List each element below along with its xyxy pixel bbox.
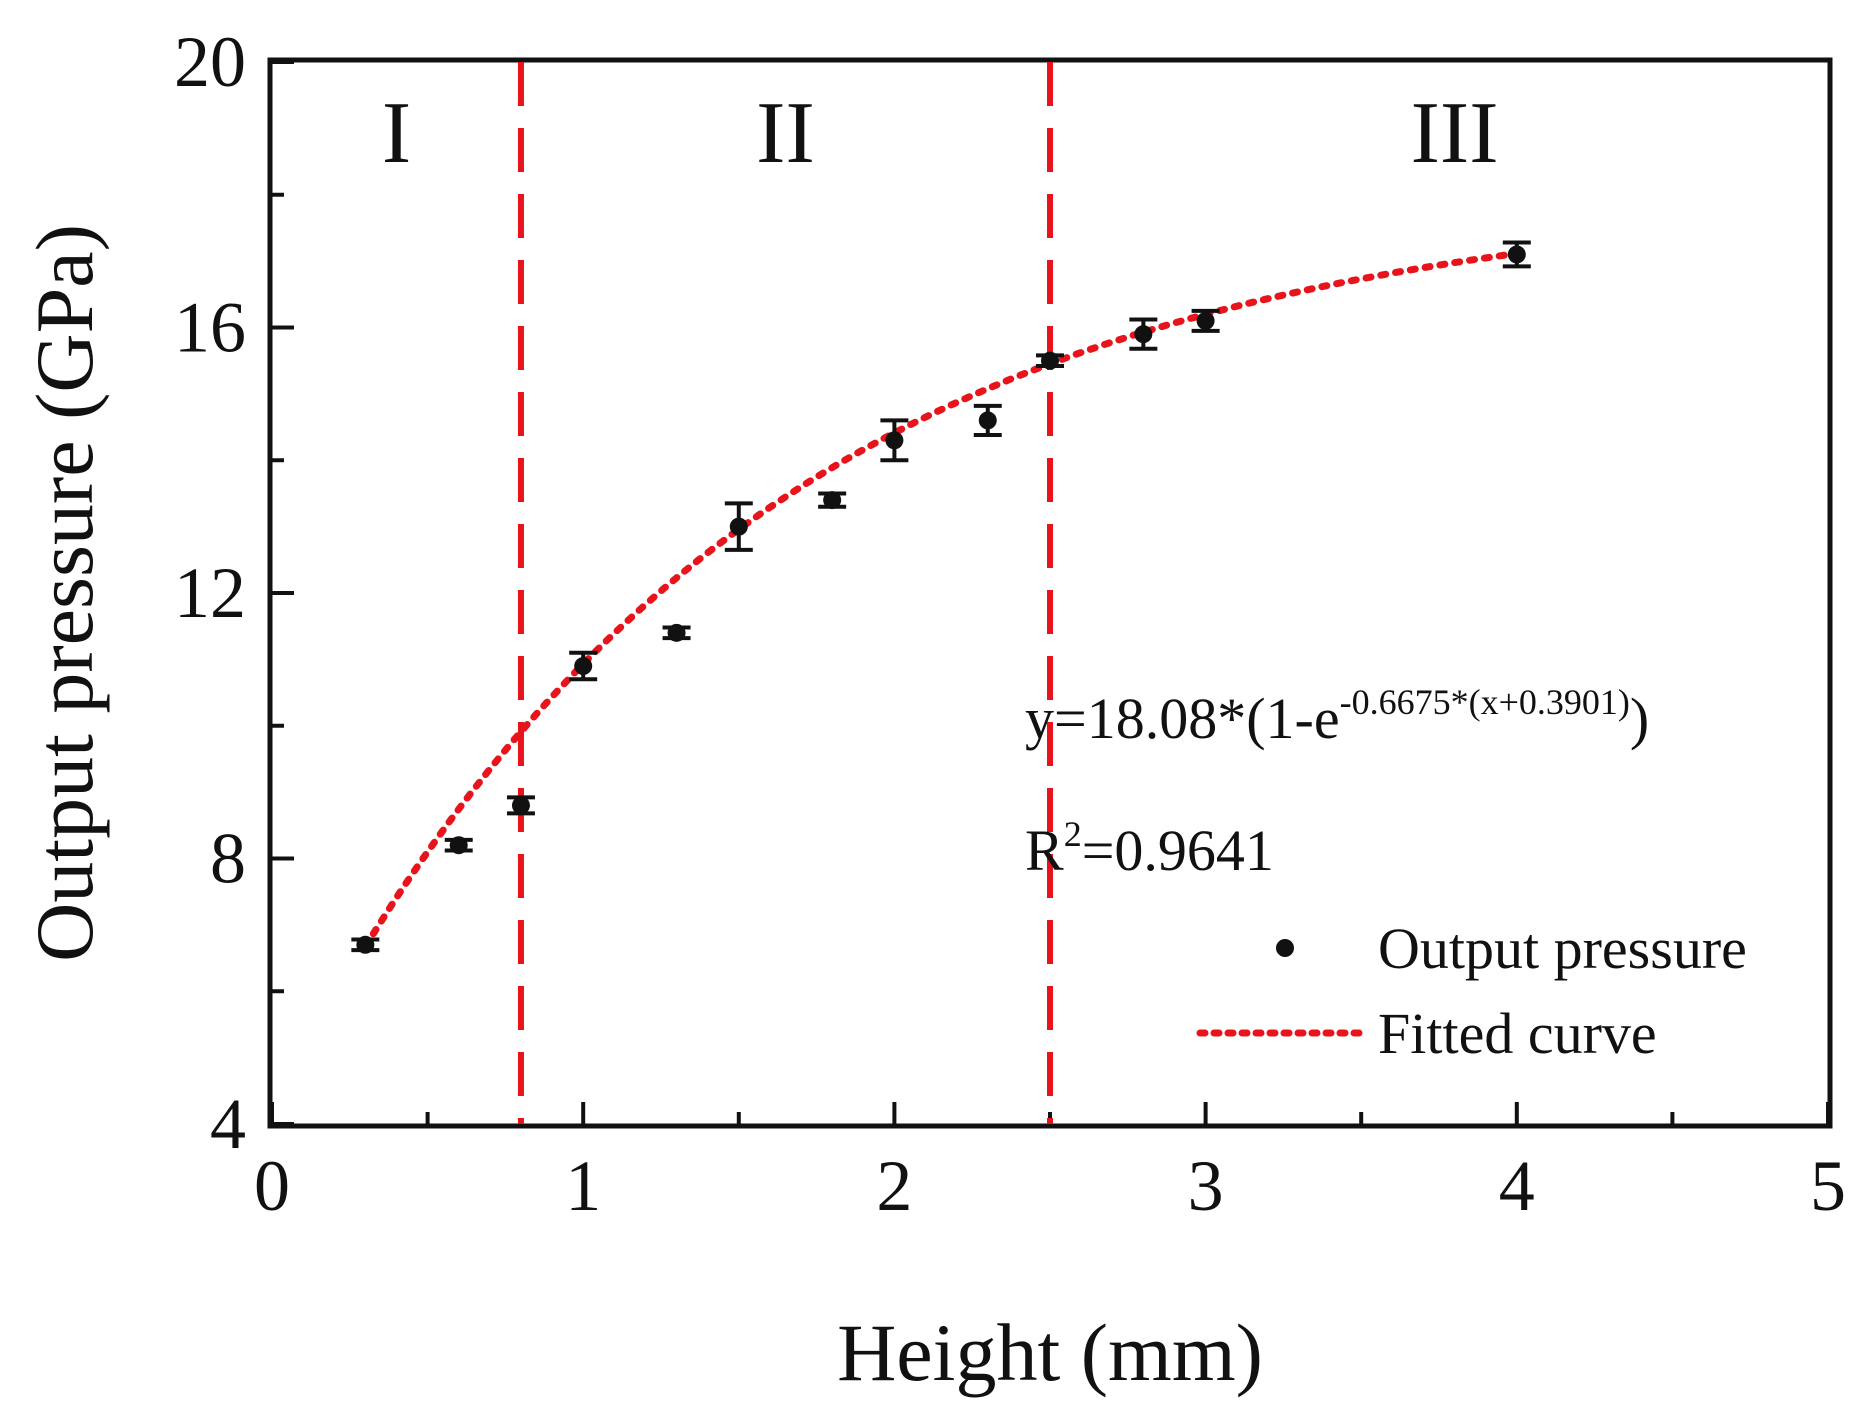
- data-point: [818, 491, 847, 510]
- y-axis-label: Output pressure (GPa): [19, 224, 110, 962]
- legend-label-points: Output pressure: [1378, 916, 1747, 981]
- fitted-curve-line: [361, 250, 1521, 950]
- x-tick-label: 4: [1499, 1146, 1535, 1226]
- legend: Output pressure Fitted curve: [1196, 916, 1747, 1066]
- x-tick-label: 2: [876, 1146, 912, 1226]
- data-point: [444, 836, 473, 855]
- x-tick-label: 1: [565, 1146, 601, 1226]
- data-point-marker: [729, 517, 748, 536]
- data-point: [1191, 308, 1220, 333]
- x-axis-label: Height (mm): [837, 1307, 1263, 1398]
- x-tick-label: 3: [1188, 1146, 1224, 1226]
- data-point: [569, 650, 598, 682]
- legend-label-fit: Fitted curve: [1378, 1001, 1657, 1066]
- data-point: [1129, 317, 1158, 351]
- region-dividers: [517, 62, 1053, 1124]
- axis-ticks: [270, 60, 1830, 1126]
- y-tick-label: 8: [210, 819, 246, 899]
- data-point-marker: [885, 431, 904, 450]
- data-point: [1036, 351, 1064, 370]
- r-squared-superscript: 2: [1064, 814, 1082, 854]
- data-point-marker: [1196, 311, 1215, 330]
- x-tick-label: 0: [254, 1146, 290, 1226]
- plot-frame: [267, 57, 1833, 1129]
- data-point-marker: [1507, 245, 1526, 264]
- data-point: [724, 501, 753, 552]
- y-tick-label: 12: [174, 553, 246, 633]
- fit-equation-suffix: ): [1630, 686, 1649, 751]
- data-point-marker: [1041, 351, 1059, 370]
- data-point-marker: [667, 623, 686, 642]
- fit-equation-prefix: y=18.08*(1-e: [1025, 686, 1340, 751]
- y-tick-label: 16: [174, 288, 246, 368]
- legend-marker-points: [1276, 939, 1294, 957]
- fit-equation: y=18.08*(1-e-0.6675*(x+0.3901)): [1025, 682, 1649, 751]
- y-tick-label: 4: [210, 1084, 246, 1164]
- r-squared-value: =0.9641: [1082, 818, 1274, 883]
- r-squared-prefix: R: [1025, 818, 1064, 883]
- data-point: [1502, 240, 1531, 269]
- r-squared: R2=0.9641: [1025, 814, 1274, 883]
- region-label: III: [1411, 85, 1499, 182]
- fitted-curve: [361, 250, 1521, 950]
- region-label: II: [756, 85, 815, 182]
- region-labels: I II III: [382, 85, 1499, 182]
- data-point-marker: [1134, 325, 1153, 344]
- data-point-marker: [356, 935, 375, 954]
- x-tick-label: 5: [1810, 1146, 1846, 1226]
- data-point-marker: [511, 796, 530, 815]
- data-point-marker: [449, 836, 468, 855]
- data-point: [880, 418, 909, 463]
- data-point: [973, 403, 1002, 438]
- data-point: [506, 795, 535, 816]
- data-point-marker: [574, 657, 593, 676]
- data-point: [662, 623, 691, 642]
- region-label: I: [382, 85, 411, 182]
- data-point-marker: [978, 411, 997, 430]
- data-point: [351, 935, 380, 954]
- fit-equation-exponent: -0.6675*(x+0.3901): [1340, 682, 1630, 722]
- data-points: [351, 240, 1531, 954]
- data-point-marker: [823, 491, 842, 510]
- y-tick-label: 20: [174, 22, 246, 102]
